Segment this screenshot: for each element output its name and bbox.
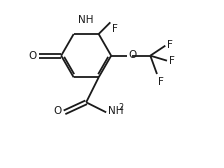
Text: F: F — [169, 56, 174, 66]
Text: O: O — [128, 50, 137, 60]
Text: NH: NH — [78, 15, 94, 25]
Text: 2: 2 — [119, 103, 124, 112]
Text: F: F — [158, 77, 164, 87]
Text: O: O — [28, 51, 36, 61]
Text: F: F — [112, 24, 118, 34]
Text: NH: NH — [108, 107, 123, 116]
Text: F: F — [167, 40, 173, 50]
Text: O: O — [54, 107, 62, 116]
